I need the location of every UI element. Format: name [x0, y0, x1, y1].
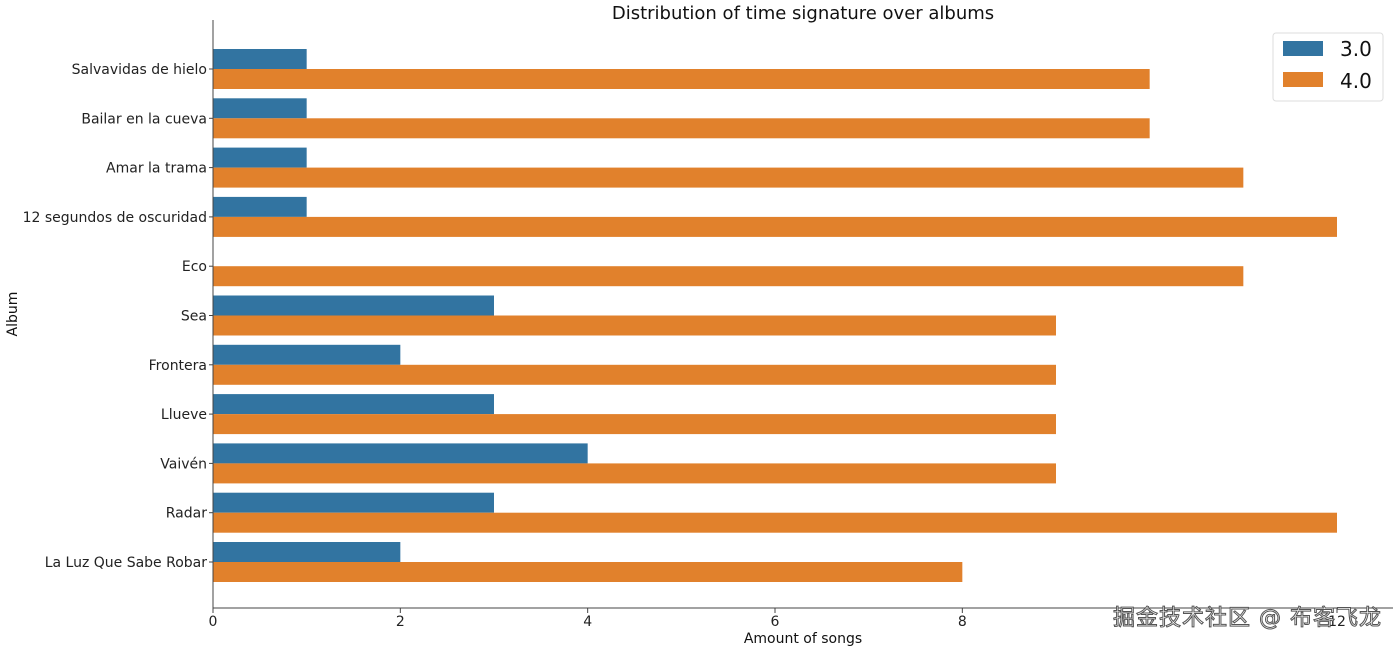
bar-4-0-1: [213, 118, 1150, 139]
y-axis-ticks: Salvavidas de hielo Bailar en la cueva Ama…: [23, 62, 213, 571]
bar-3-0-8: [213, 443, 588, 464]
bar-4-0-9: [213, 512, 1337, 533]
bar-4-0-4: [213, 266, 1244, 287]
bar-4-0-2: [213, 167, 1244, 188]
bar-4-0-5: [213, 315, 1056, 336]
x-tick-label: 12: [1328, 614, 1346, 630]
y-tick-label: Radar: [166, 506, 207, 522]
bar-3-0-2: [213, 147, 307, 168]
y-tick-label: Eco: [182, 259, 207, 275]
bar-4-0-6: [213, 364, 1056, 385]
bar-3-0-1: [213, 98, 307, 119]
bar-4-0-3: [213, 216, 1337, 237]
y-tick-label: 12 segundos de oscuridad: [23, 210, 207, 226]
y-axis-title: Album: [5, 292, 21, 337]
legend-swatch-3-0: [1283, 41, 1323, 56]
legend-label-4-0: 4.0: [1340, 69, 1372, 93]
legend-swatch-4-0: [1283, 72, 1323, 87]
bar-3-0-7: [213, 394, 494, 415]
y-tick-label: Salvavidas de hielo: [72, 62, 207, 78]
y-tick-label: Llueve: [161, 407, 207, 423]
watermark: 掘金技术社区 @ 布客飞龙: [1113, 606, 1382, 632]
x-tick-label: 2: [396, 614, 405, 630]
bars: [213, 49, 1337, 582]
x-tick-label: 0: [209, 614, 218, 630]
bar-3-0-0: [213, 49, 307, 69]
x-axis-title: Amount of songs: [744, 631, 862, 647]
legend-label-3-0: 3.0: [1340, 37, 1372, 61]
y-tick-label: Frontera: [149, 358, 207, 374]
y-tick-label: Amar la trama: [106, 161, 207, 177]
x-tick-label: 4: [583, 614, 592, 630]
bar-3-0-3: [213, 196, 307, 217]
bar-3-0-9: [213, 492, 494, 513]
bar-3-0-6: [213, 344, 401, 365]
bar-4-0-7: [213, 414, 1056, 435]
y-tick-label: Bailar en la cueva: [81, 111, 207, 127]
y-tick-label: Vaivén: [160, 456, 207, 472]
legend: 3.0 4.0: [1272, 32, 1384, 102]
bar-4-0-10: [213, 562, 963, 582]
bar-3-0-5: [213, 295, 494, 316]
x-tick-label: 6: [771, 614, 780, 630]
bar-4-0-8: [213, 463, 1056, 484]
y-tick-label: La Luz Que Sabe Robar: [45, 555, 208, 571]
bar-3-0-10: [213, 542, 401, 562]
y-tick-label: Sea: [181, 309, 207, 325]
x-axis-ticks: 0 2 4 6 8 12: [209, 608, 1346, 630]
bar-4-0-0: [213, 69, 1150, 89]
chart-title: Distribution of time signature over albu…: [612, 3, 994, 24]
x-tick-label: 8: [958, 614, 967, 630]
